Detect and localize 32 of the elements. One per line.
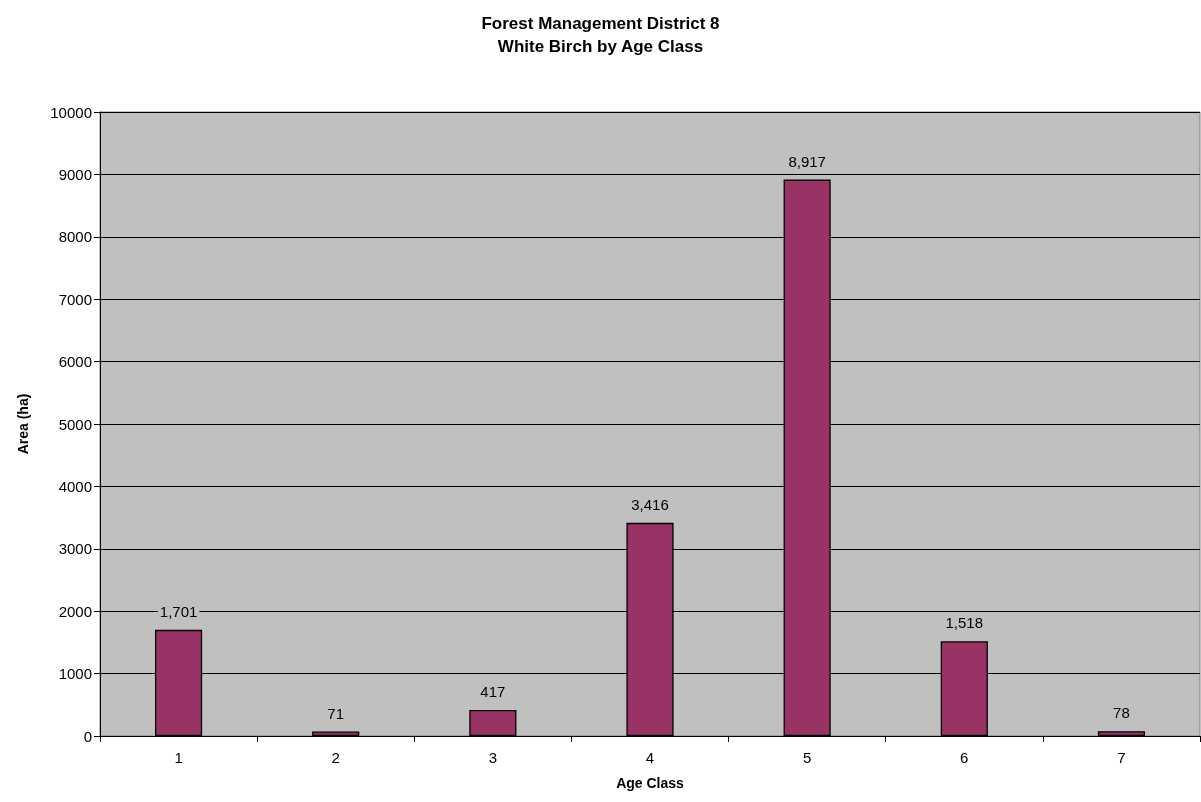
y-tick-label: 8000 <box>58 228 92 246</box>
y-axis-title: Area (ha) <box>15 393 31 455</box>
x-tick-label: 2 <box>331 749 340 766</box>
bar <box>1097 731 1145 736</box>
y-tick-label: 9000 <box>58 165 92 183</box>
y-tick-label: 5000 <box>58 415 92 433</box>
y-tick-label: 2000 <box>58 602 92 620</box>
chart-title: Forest Management District 8 <box>481 14 720 33</box>
x-tick-label: 7 <box>1117 749 1126 766</box>
x-tick-label: 4 <box>645 749 655 766</box>
data-label: 8,917 <box>788 152 826 170</box>
data-label: 3,416 <box>631 495 669 513</box>
chart-subtitle: White Birch by Age Class <box>497 37 704 56</box>
y-tick-label: 4000 <box>58 477 92 495</box>
data-label: 71 <box>327 704 345 722</box>
y-tick-label: 7000 <box>58 290 92 308</box>
x-tick-label: 6 <box>960 749 969 766</box>
bar <box>469 709 517 736</box>
data-label: 1,518 <box>945 614 984 632</box>
data-label: 78 <box>1113 704 1130 722</box>
y-tick-label: 10000 <box>50 103 92 121</box>
y-tick-label: 6000 <box>58 353 92 371</box>
x-tick-label: 5 <box>802 749 812 766</box>
x-tick-label: 3 <box>488 749 498 766</box>
bar <box>312 731 360 736</box>
data-label: 417 <box>480 682 506 700</box>
y-tick-label: 1000 <box>58 665 92 683</box>
data-label: 1,701 <box>159 602 198 620</box>
y-tick-label: 3000 <box>58 540 92 558</box>
y-tick-label: 0 <box>83 727 92 745</box>
x-axis-title: Age Class <box>616 775 685 791</box>
x-tick-label: 1 <box>174 749 183 766</box>
